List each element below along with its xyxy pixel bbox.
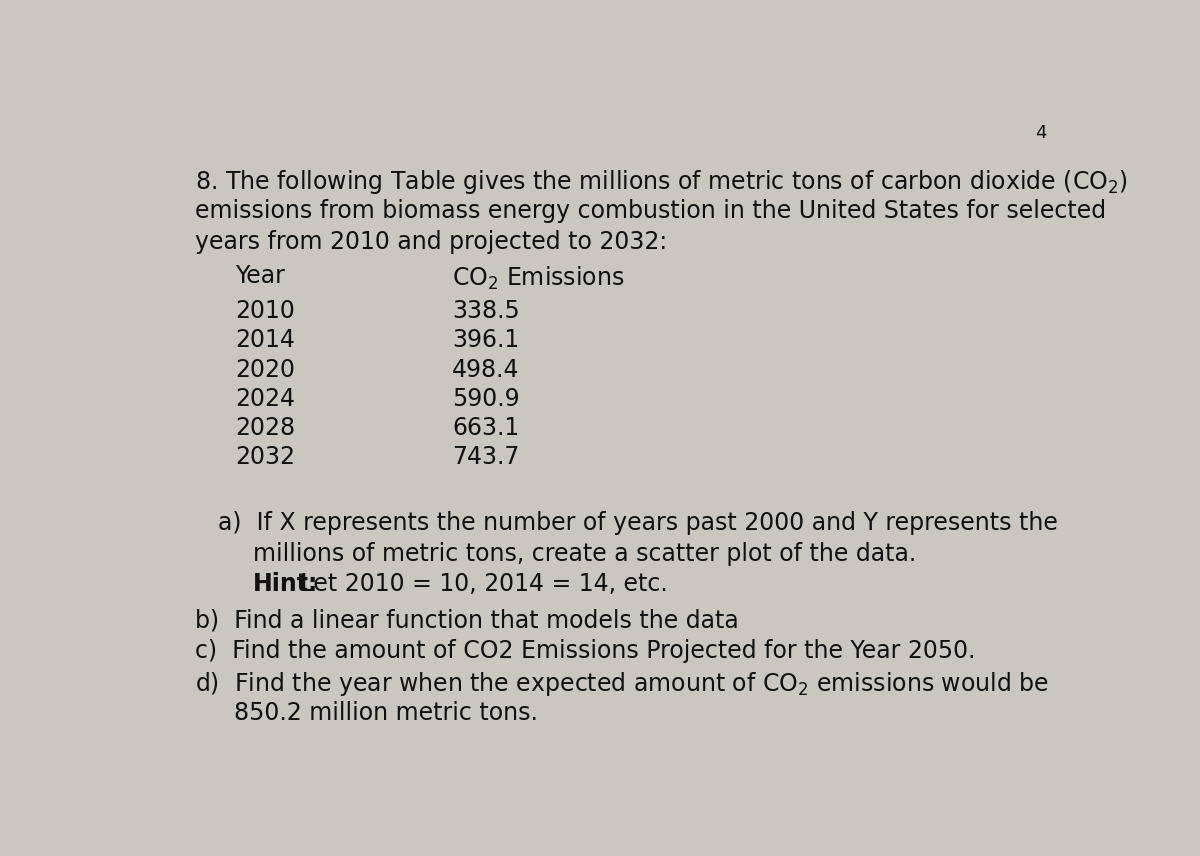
Text: 850.2 million metric tons.: 850.2 million metric tons. bbox=[234, 701, 538, 725]
Text: emissions from biomass energy combustion in the United States for selected: emissions from biomass energy combustion… bbox=[194, 199, 1106, 223]
Text: d)  Find the year when the expected amount of CO$_2$ emissions would be: d) Find the year when the expected amoun… bbox=[194, 670, 1049, 698]
Text: years from 2010 and projected to 2032:: years from 2010 and projected to 2032: bbox=[194, 229, 667, 253]
Text: 2014: 2014 bbox=[235, 329, 295, 353]
Text: 498.4: 498.4 bbox=[452, 358, 520, 382]
Text: 338.5: 338.5 bbox=[452, 299, 520, 323]
Text: 590.9: 590.9 bbox=[452, 387, 520, 411]
Text: 663.1: 663.1 bbox=[452, 416, 520, 440]
Text: a)  If X represents the number of years past 2000 and Y represents the: a) If X represents the number of years p… bbox=[218, 511, 1058, 535]
Text: 396.1: 396.1 bbox=[452, 329, 520, 353]
Text: 2010: 2010 bbox=[235, 299, 295, 323]
Text: Let 2010 = 10, 2014 = 14, etc.: Let 2010 = 10, 2014 = 14, etc. bbox=[293, 573, 668, 597]
Text: 4: 4 bbox=[1036, 124, 1046, 142]
Text: c)  Find the amount of CO2 Emissions Projected for the Year 2050.: c) Find the amount of CO2 Emissions Proj… bbox=[194, 639, 976, 663]
Text: 2032: 2032 bbox=[235, 445, 295, 469]
Text: Year: Year bbox=[235, 265, 286, 288]
Text: Hint:: Hint: bbox=[253, 573, 318, 597]
Text: b)  Find a linear function that models the data: b) Find a linear function that models th… bbox=[194, 609, 739, 633]
Text: 743.7: 743.7 bbox=[452, 445, 520, 469]
Text: 2024: 2024 bbox=[235, 387, 295, 411]
Text: 2028: 2028 bbox=[235, 416, 295, 440]
Text: CO$_2$ Emissions: CO$_2$ Emissions bbox=[452, 265, 625, 292]
Text: 8. The following Table gives the millions of metric tons of carbon dioxide (CO$_: 8. The following Table gives the million… bbox=[194, 168, 1128, 196]
Text: 2020: 2020 bbox=[235, 358, 295, 382]
Text: millions of metric tons, create a scatter plot of the data.: millions of metric tons, create a scatte… bbox=[253, 542, 917, 566]
